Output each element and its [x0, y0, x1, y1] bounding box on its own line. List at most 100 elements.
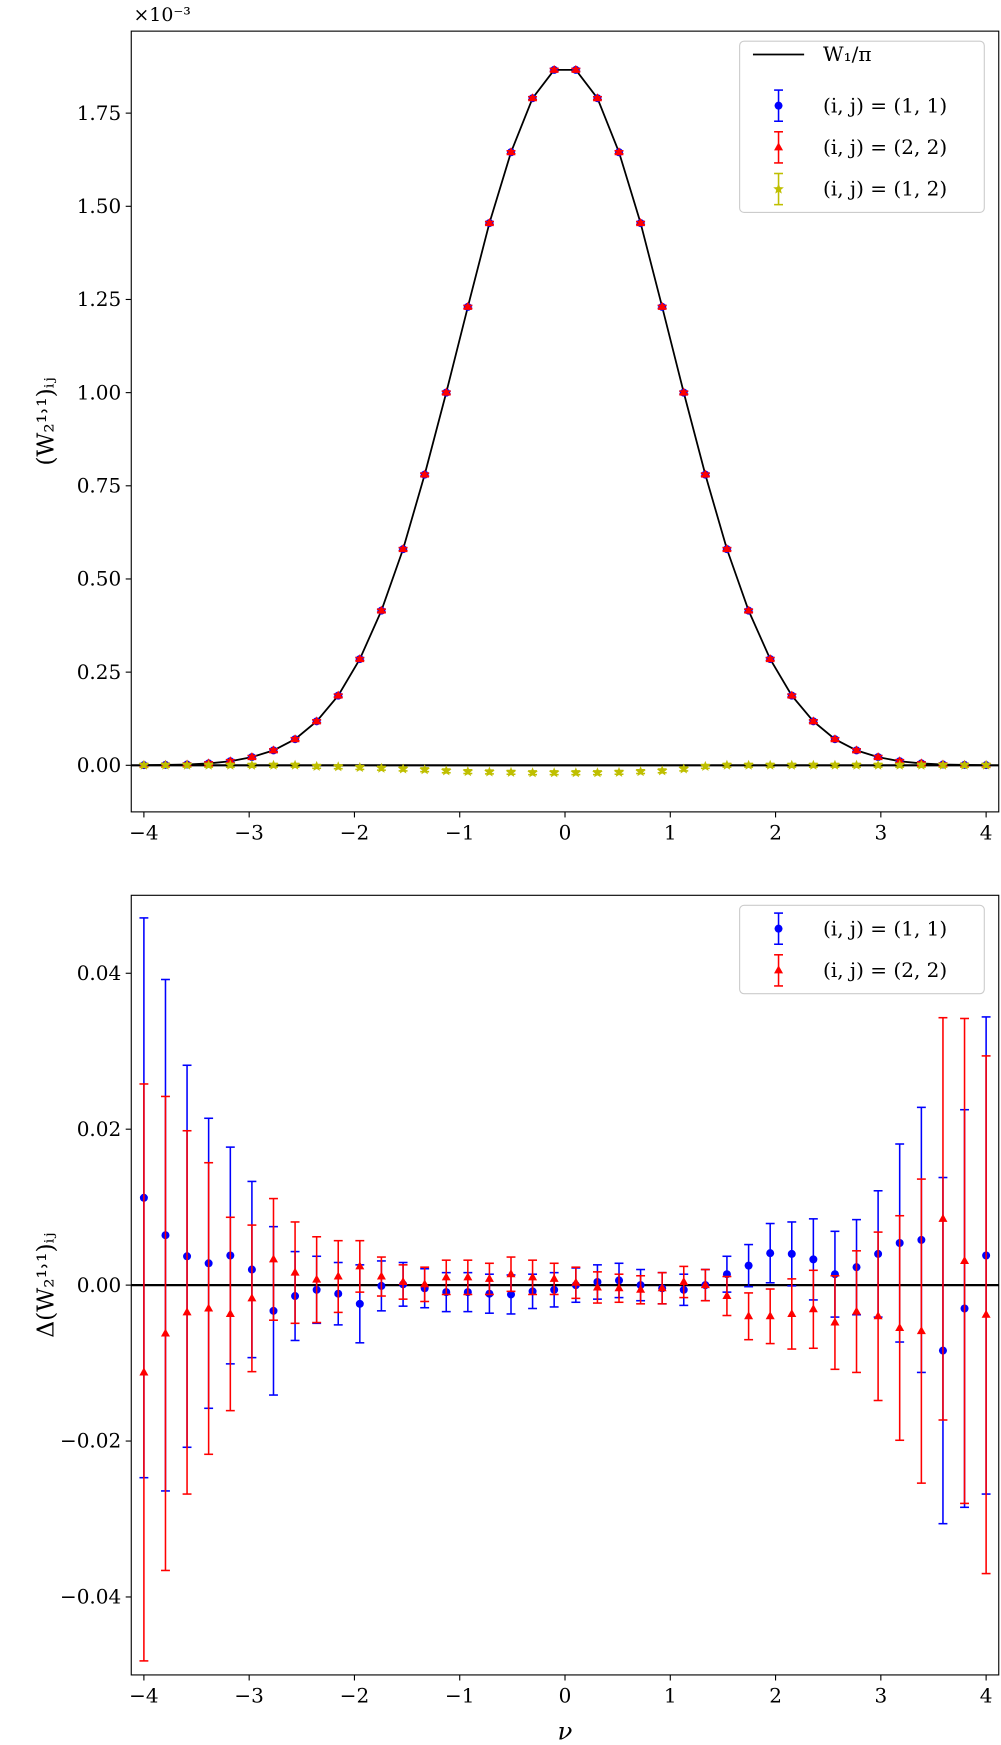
- y-tick-label: 0.50: [77, 567, 122, 591]
- data-point: [872, 759, 884, 770]
- data-point: [678, 763, 690, 774]
- data-point: [247, 1293, 257, 1302]
- data-point: [398, 1276, 408, 1286]
- data-point: [506, 1269, 516, 1278]
- data-point: [332, 761, 344, 772]
- y-tick-label: 0.04: [77, 961, 122, 985]
- legend-marker: [774, 142, 784, 151]
- data-point: [744, 1261, 753, 1270]
- x-tick-label: 2: [769, 1684, 782, 1708]
- y-axis-label: Δ(W₂¹˒¹)ᵢⱼ: [31, 1233, 59, 1338]
- data-point: [765, 1311, 775, 1320]
- data-point: [484, 218, 494, 227]
- y-tick-label: 1.25: [77, 287, 122, 311]
- data-point: [656, 765, 668, 776]
- data-point: [592, 767, 603, 778]
- data-point: [614, 147, 624, 156]
- data-point: [355, 654, 365, 663]
- y-tick-label: 0.02: [77, 1117, 122, 1141]
- data-point: [268, 1254, 278, 1263]
- data-point: [225, 1308, 235, 1317]
- data-point: [937, 759, 949, 770]
- data-point: [959, 759, 970, 770]
- data-point: [851, 759, 862, 770]
- y-tick-label: 0.75: [77, 473, 122, 497]
- data-point: [290, 734, 300, 743]
- data-point: [289, 759, 301, 770]
- data-point: [397, 763, 409, 774]
- data-point: [419, 764, 430, 775]
- x-tick-label: −2: [340, 1684, 369, 1708]
- legend-label: (i, j) = (2, 2): [823, 135, 947, 159]
- data-point: [592, 1282, 602, 1291]
- data-point: [765, 654, 775, 663]
- data-point: [311, 760, 322, 771]
- data-point: [830, 1317, 840, 1326]
- data-point: [743, 759, 754, 770]
- y-tick-label: 1.50: [77, 194, 122, 218]
- legend-marker: [774, 924, 783, 933]
- data-point: [721, 759, 733, 770]
- data-point: [484, 766, 495, 777]
- data-point: [376, 762, 387, 773]
- x-tick-label: 3: [874, 1684, 887, 1708]
- legend-label: (i, j) = (1, 1): [823, 916, 947, 940]
- legend-marker: [774, 965, 784, 974]
- y-tick-label: −0.04: [60, 1585, 121, 1609]
- data-point: [894, 759, 905, 770]
- data-point: [333, 690, 343, 699]
- legend-box: [739, 40, 985, 213]
- data-point: [138, 759, 150, 770]
- data-point: [873, 1311, 883, 1320]
- data-point: [398, 544, 408, 553]
- data-point: [440, 765, 452, 776]
- axes-frame: [130, 30, 1000, 813]
- data-point: [614, 1283, 624, 1292]
- data-point: [246, 759, 258, 770]
- data-point: [441, 387, 451, 396]
- data-point: [830, 734, 840, 743]
- data-point: [635, 766, 646, 777]
- x-tick-label: −3: [234, 821, 263, 845]
- data-point: [895, 1322, 905, 1331]
- data-point: [225, 759, 236, 770]
- legend-label: (i, j) = (1, 2): [823, 177, 947, 201]
- data-point: [549, 1273, 559, 1282]
- data-point: [203, 759, 214, 770]
- data-point: [829, 759, 841, 770]
- data-point: [204, 1303, 214, 1312]
- data-point: [808, 716, 818, 725]
- data-point: [268, 759, 279, 770]
- data-point: [181, 759, 193, 770]
- data-point: [852, 1306, 862, 1315]
- data-point: [527, 767, 538, 778]
- data-point: [787, 1308, 797, 1317]
- data-point: [700, 760, 711, 771]
- data-point: [333, 1271, 343, 1280]
- legend-marker: [773, 183, 784, 194]
- data-point: [160, 759, 171, 770]
- x-tick-label: 2: [769, 821, 782, 845]
- data-point: [981, 1309, 991, 1318]
- data-point: [528, 93, 538, 102]
- x-tick-label: 1: [664, 1684, 677, 1708]
- data-point: [722, 1291, 732, 1300]
- data-point: [657, 1283, 667, 1292]
- data-point: [636, 218, 646, 227]
- data-point: [657, 301, 667, 310]
- legend-label: (i, j) = (2, 2): [823, 958, 947, 982]
- data-point: [916, 1326, 926, 1335]
- data-point: [808, 759, 819, 770]
- data-point: [420, 469, 430, 478]
- y-tick-label: 1.00: [77, 380, 122, 404]
- data-point: [290, 1267, 300, 1276]
- y-tick-label: 0.00: [77, 753, 122, 777]
- data-point: [376, 605, 386, 614]
- data-point: [160, 1328, 170, 1337]
- legend-marker: [774, 101, 783, 110]
- data-point: [613, 766, 625, 777]
- legend-label: W₁/π: [823, 42, 871, 66]
